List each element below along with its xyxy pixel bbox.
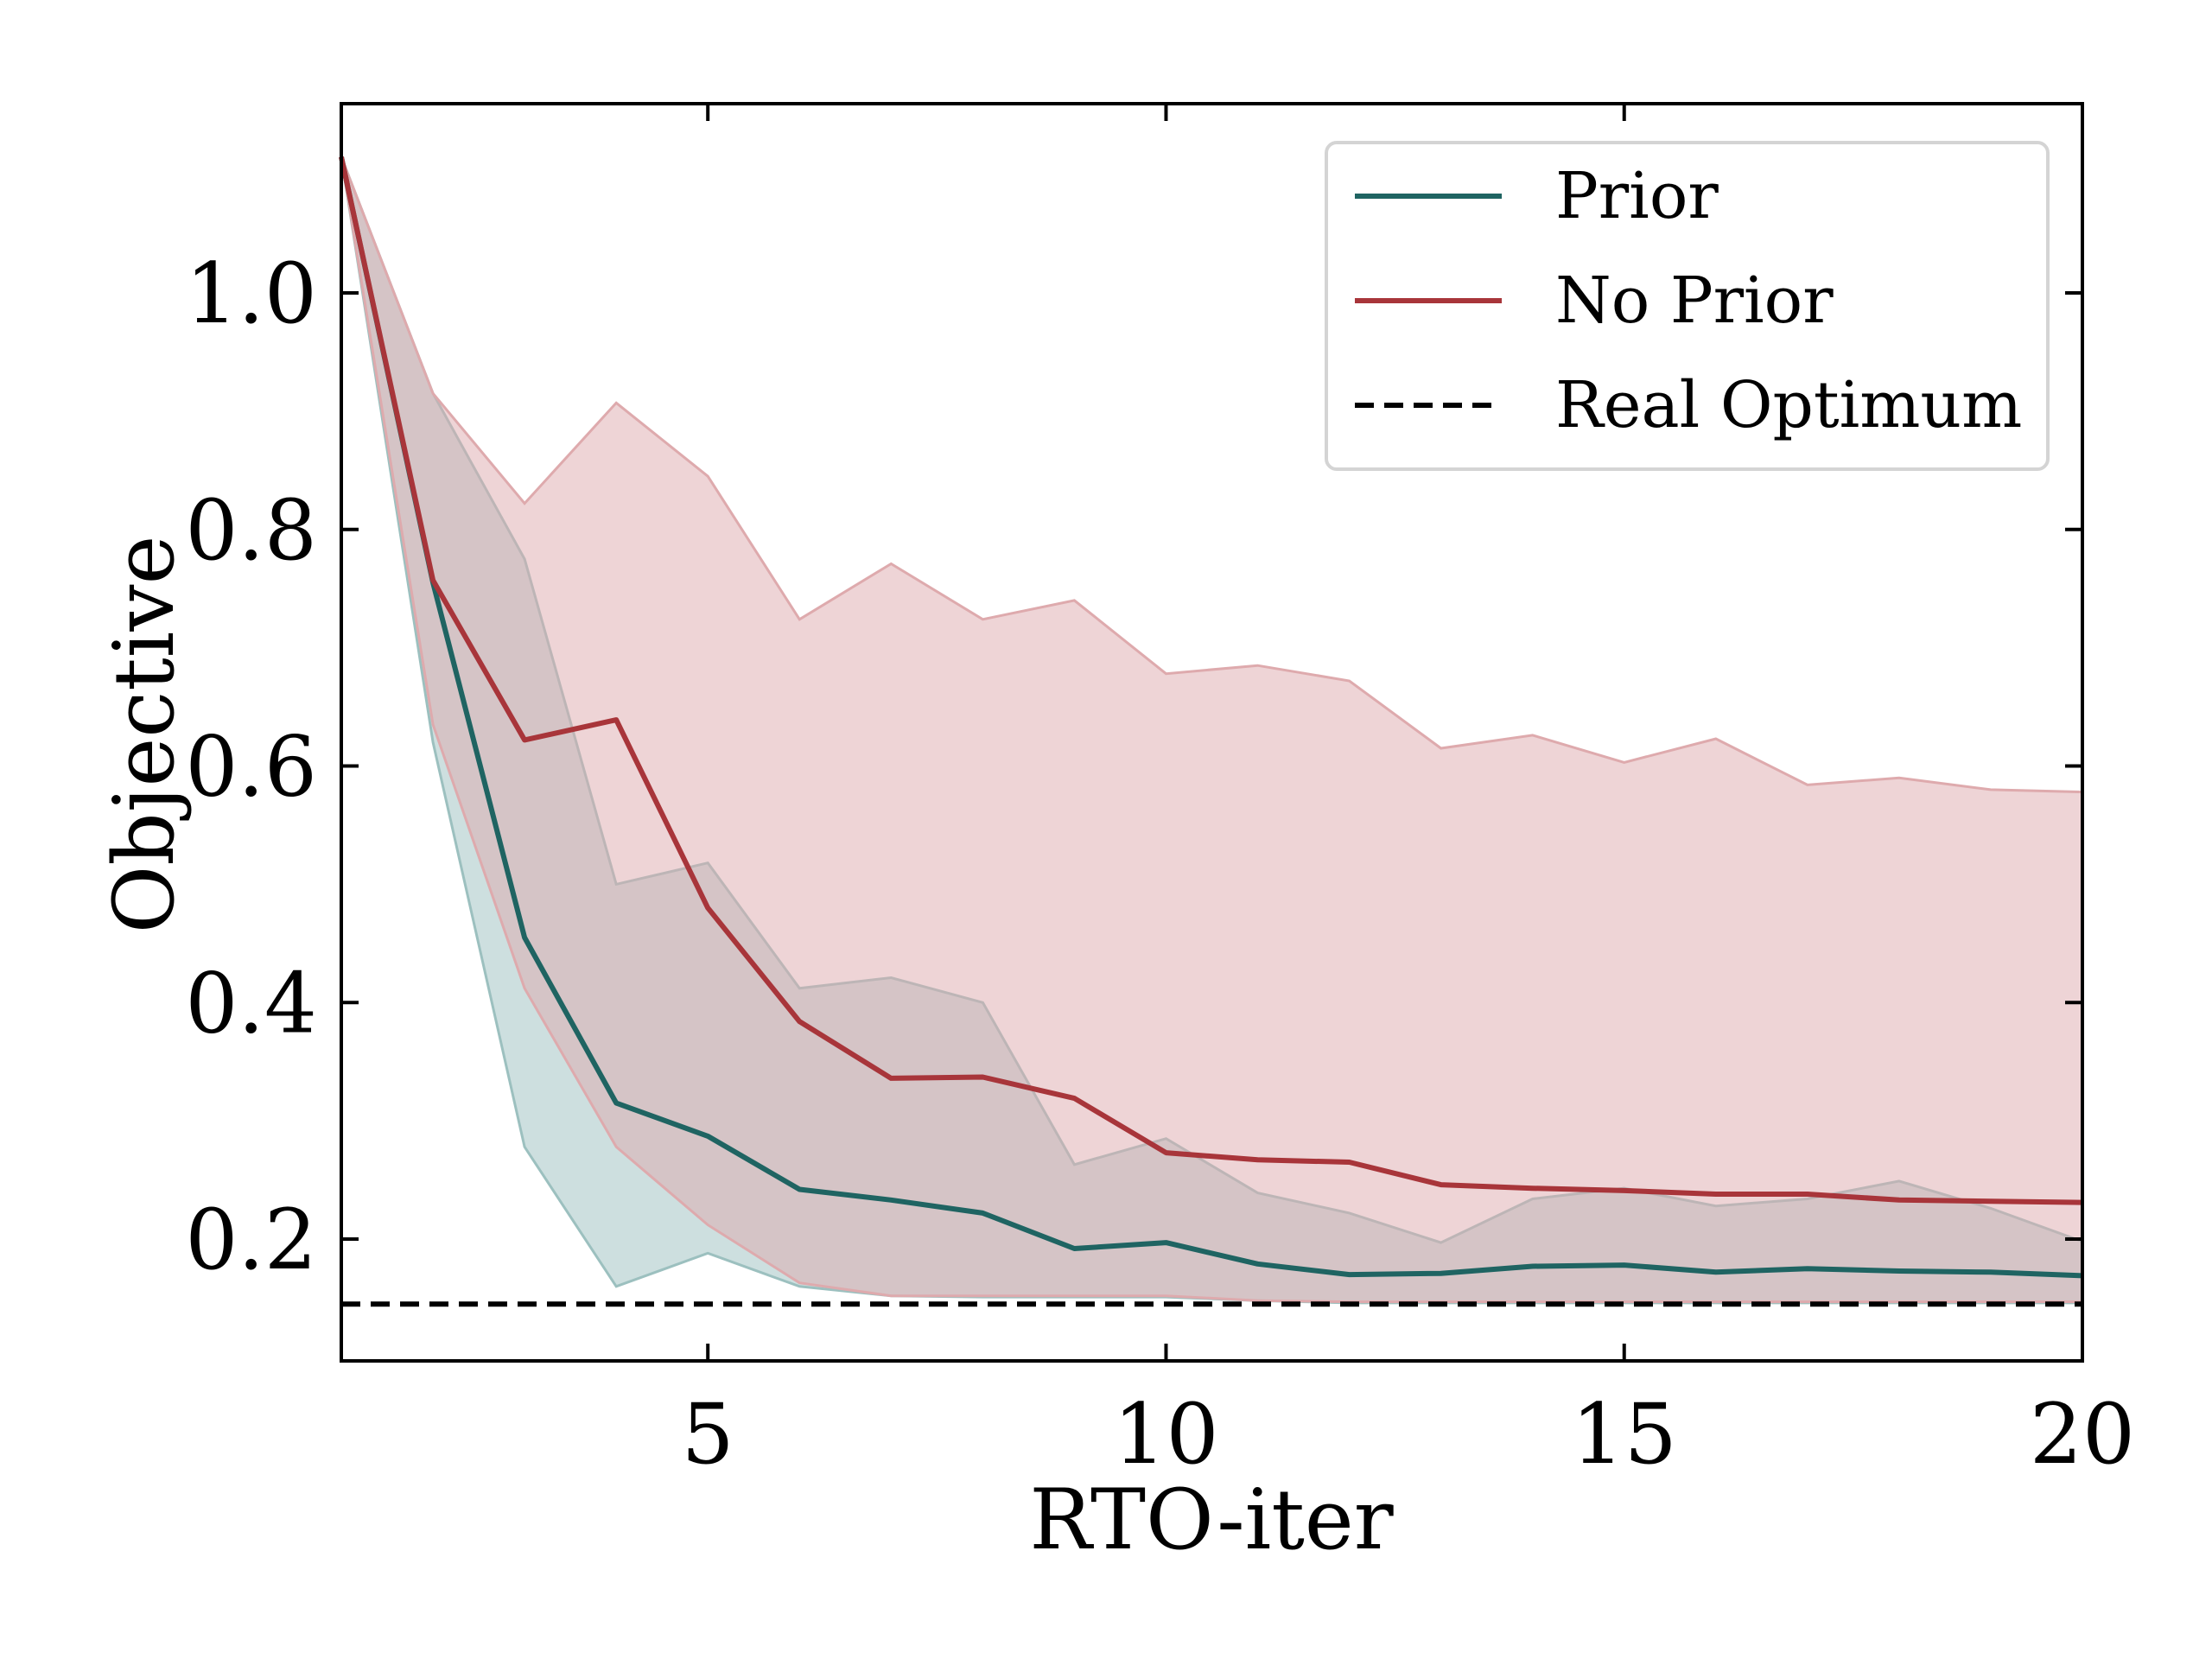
x-axis-label: RTO-iter (1029, 1471, 1393, 1568)
series-lines (339, 156, 2083, 1307)
x-tick-labels: 5 10 15 20 (682, 1386, 2135, 1483)
axis-ticks (341, 104, 2084, 1361)
legend-label-real-optimum: Real Optimum (1555, 368, 2022, 442)
plot-frame (340, 102, 2084, 1363)
y-tick-label-0-8: 0.8 (185, 482, 317, 579)
legend-label-no-prior: No Prior (1555, 264, 1834, 338)
line-no-prior (339, 156, 2083, 1205)
y-tick-label-0-2: 0.2 (185, 1192, 317, 1288)
x-tick-label-10: 10 (1113, 1386, 1218, 1483)
line-prior (339, 156, 2083, 1279)
y-tick-label-0-4: 0.4 (185, 955, 317, 1052)
legend-box (1325, 141, 2050, 471)
y-tick-labels: 0.2 0.4 0.6 0.8 1.0 (185, 245, 317, 1288)
legend-label-prior: Prior (1555, 159, 1719, 233)
y-tick-label-0-6: 0.6 (185, 719, 317, 816)
legend: Prior No Prior Real Optimum (1325, 141, 2050, 471)
x-tick-label-15: 15 (1572, 1386, 1677, 1483)
y-axis-label: Objective (96, 536, 193, 934)
x-tick-label-20: 20 (2030, 1386, 2135, 1483)
y-tick-label-1: 1.0 (185, 245, 317, 342)
x-tick-label-5: 5 (682, 1386, 734, 1483)
